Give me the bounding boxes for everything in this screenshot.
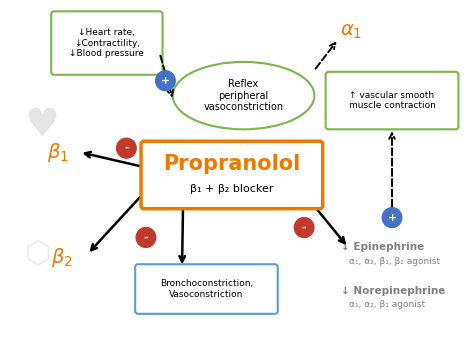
Text: ↓ Epinephrine: ↓ Epinephrine xyxy=(341,242,424,252)
FancyBboxPatch shape xyxy=(141,141,323,209)
Text: $\alpha_1$: $\alpha_1$ xyxy=(340,22,362,41)
Text: α₁, α₂, β₁ agonist: α₁, α₂, β₁ agonist xyxy=(349,300,425,309)
Text: -: - xyxy=(302,222,306,233)
FancyBboxPatch shape xyxy=(51,11,162,75)
Text: Bronchoconstriction,
Vasoconstriction: Bronchoconstriction, Vasoconstriction xyxy=(160,279,253,299)
Circle shape xyxy=(295,218,314,237)
Text: ↓Heart rate,
↓Contractility,
↓Blood pressure: ↓Heart rate, ↓Contractility, ↓Blood pres… xyxy=(69,28,144,58)
Text: ↓ Norepinephrine: ↓ Norepinephrine xyxy=(341,286,446,296)
Circle shape xyxy=(117,138,136,158)
Text: -: - xyxy=(124,143,129,153)
Text: ↑ vascular smooth
muscle contraction: ↑ vascular smooth muscle contraction xyxy=(349,91,436,110)
Text: Propranolol: Propranolol xyxy=(163,154,301,174)
Text: β₁ + β₂ blocker: β₁ + β₂ blocker xyxy=(190,184,274,194)
Text: $\beta_1$: $\beta_1$ xyxy=(47,141,69,164)
Text: Reflex
peripheral
vasoconstriction: Reflex peripheral vasoconstriction xyxy=(203,79,284,112)
Text: +: + xyxy=(161,76,170,86)
Text: +: + xyxy=(388,212,396,223)
Circle shape xyxy=(156,71,175,91)
Circle shape xyxy=(136,227,156,248)
Text: α₁, α₂, β₁, β₂ agonist: α₁, α₂, β₁, β₂ agonist xyxy=(349,257,440,266)
Circle shape xyxy=(382,208,402,227)
FancyBboxPatch shape xyxy=(326,72,458,129)
FancyBboxPatch shape xyxy=(135,264,278,314)
Text: ⬡: ⬡ xyxy=(25,240,52,269)
Text: -: - xyxy=(143,233,148,242)
Ellipse shape xyxy=(173,62,314,129)
Text: ♥: ♥ xyxy=(25,106,60,144)
Text: $\beta_2$: $\beta_2$ xyxy=(51,246,73,269)
